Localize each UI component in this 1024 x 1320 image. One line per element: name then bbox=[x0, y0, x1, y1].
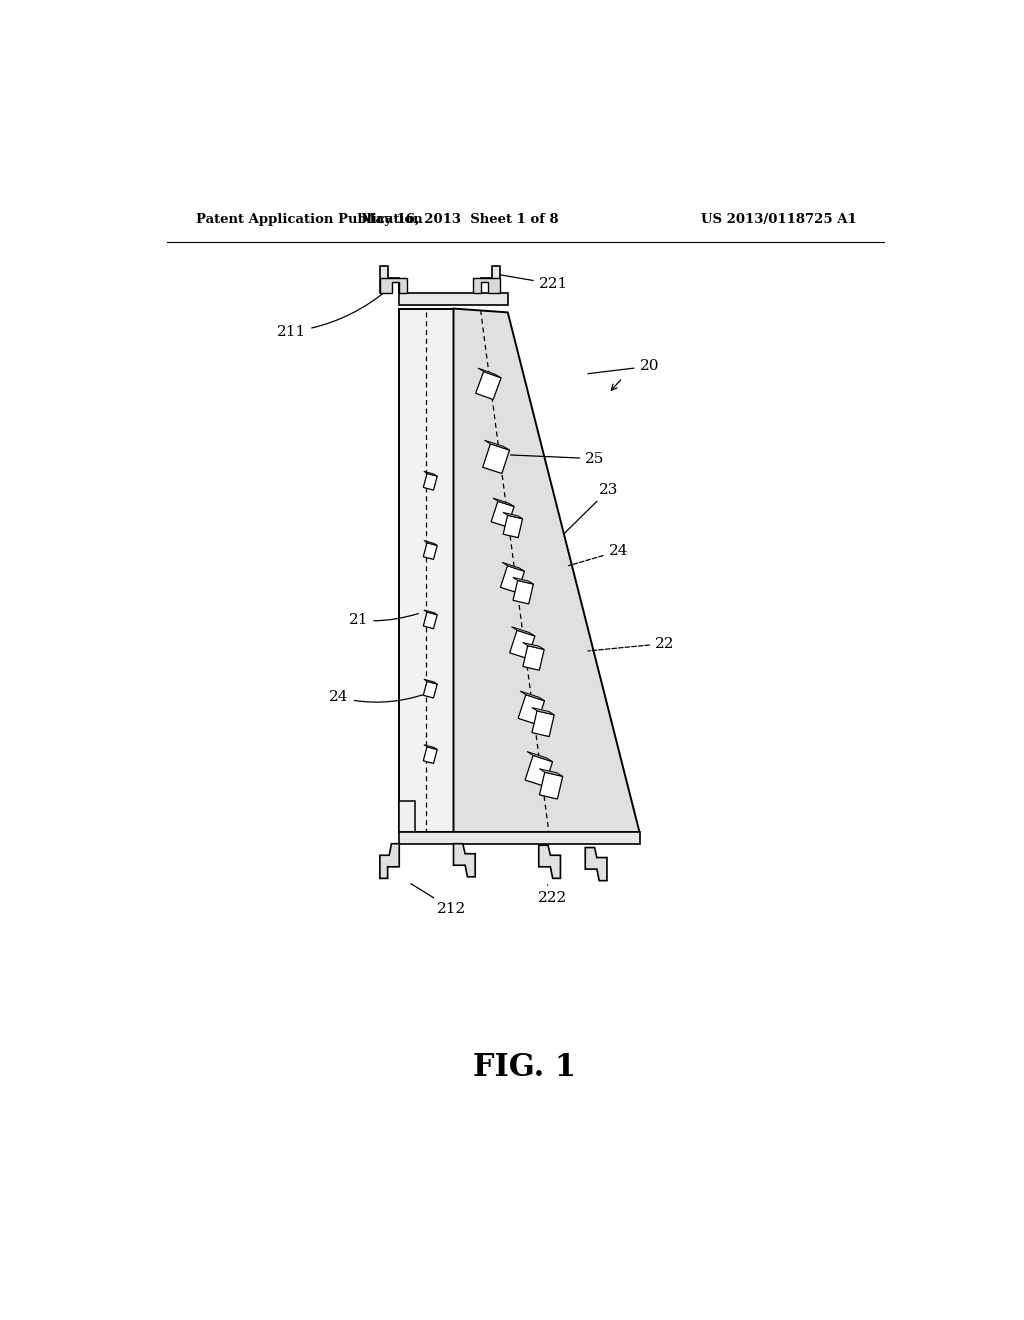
Polygon shape bbox=[423, 747, 437, 763]
Polygon shape bbox=[539, 845, 560, 878]
Polygon shape bbox=[399, 309, 454, 832]
Polygon shape bbox=[484, 440, 510, 450]
Polygon shape bbox=[523, 645, 544, 671]
Polygon shape bbox=[423, 474, 437, 490]
Text: 212: 212 bbox=[411, 883, 467, 916]
Text: Patent Application Publication: Patent Application Publication bbox=[197, 214, 423, 227]
Polygon shape bbox=[510, 630, 535, 659]
Polygon shape bbox=[380, 267, 399, 293]
Polygon shape bbox=[525, 755, 553, 787]
Text: 211: 211 bbox=[278, 289, 388, 339]
Polygon shape bbox=[531, 711, 554, 737]
Polygon shape bbox=[513, 577, 534, 583]
Text: FIG. 1: FIG. 1 bbox=[473, 1052, 577, 1082]
Polygon shape bbox=[522, 643, 544, 649]
Polygon shape bbox=[527, 751, 553, 762]
Text: US 2013/0118725 A1: US 2013/0118725 A1 bbox=[701, 214, 857, 227]
Polygon shape bbox=[423, 681, 437, 698]
Polygon shape bbox=[531, 708, 554, 715]
Polygon shape bbox=[492, 502, 514, 527]
Text: May 16, 2013  Sheet 1 of 8: May 16, 2013 Sheet 1 of 8 bbox=[360, 214, 558, 227]
Polygon shape bbox=[518, 694, 545, 725]
Polygon shape bbox=[586, 847, 607, 880]
Polygon shape bbox=[399, 801, 415, 832]
Polygon shape bbox=[503, 515, 522, 537]
Polygon shape bbox=[482, 444, 510, 474]
Polygon shape bbox=[424, 471, 437, 477]
Polygon shape bbox=[473, 277, 500, 293]
Text: 222: 222 bbox=[538, 884, 567, 904]
Polygon shape bbox=[540, 768, 563, 776]
Polygon shape bbox=[493, 498, 514, 507]
Polygon shape bbox=[399, 832, 640, 843]
Polygon shape bbox=[424, 541, 437, 545]
Text: 20: 20 bbox=[588, 359, 659, 374]
Polygon shape bbox=[513, 581, 534, 605]
Text: 25: 25 bbox=[511, 451, 604, 466]
Polygon shape bbox=[423, 612, 437, 628]
Polygon shape bbox=[511, 627, 535, 636]
Polygon shape bbox=[424, 610, 437, 615]
Polygon shape bbox=[454, 309, 640, 832]
Text: 21: 21 bbox=[349, 614, 419, 627]
Polygon shape bbox=[501, 566, 524, 593]
Polygon shape bbox=[480, 267, 500, 293]
Polygon shape bbox=[478, 368, 501, 378]
Text: 22: 22 bbox=[588, 636, 675, 651]
Text: 24: 24 bbox=[330, 690, 424, 705]
Text: 24: 24 bbox=[568, 544, 628, 566]
Polygon shape bbox=[424, 680, 437, 684]
Polygon shape bbox=[380, 843, 399, 878]
Polygon shape bbox=[423, 543, 437, 560]
Polygon shape bbox=[424, 744, 437, 750]
Text: 23: 23 bbox=[564, 483, 618, 533]
Polygon shape bbox=[454, 843, 475, 876]
Polygon shape bbox=[540, 772, 563, 799]
Polygon shape bbox=[502, 562, 524, 572]
Polygon shape bbox=[476, 371, 501, 400]
Polygon shape bbox=[399, 293, 508, 305]
Polygon shape bbox=[503, 512, 522, 519]
Text: 221: 221 bbox=[498, 275, 568, 290]
Polygon shape bbox=[380, 277, 407, 293]
Polygon shape bbox=[520, 692, 545, 701]
